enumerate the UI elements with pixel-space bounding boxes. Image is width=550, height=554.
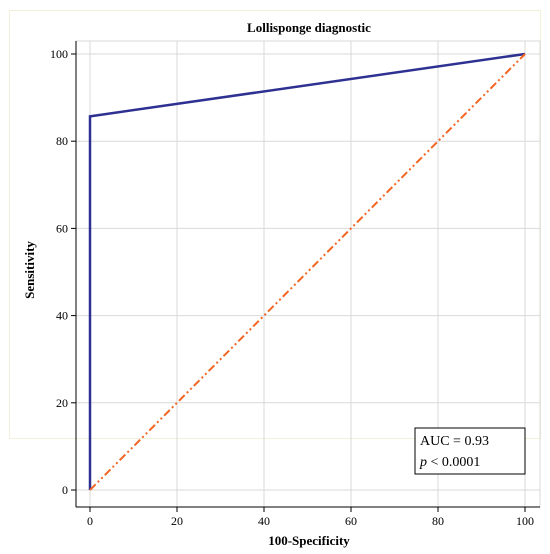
series-line-2: [89, 53, 526, 491]
x-axis-ticks: 0 20 40 60 80 100: [87, 507, 534, 528]
y-tick-label: 60: [56, 221, 68, 235]
x-tick-label: 20: [171, 514, 183, 528]
y-tick-label: 40: [56, 309, 68, 323]
y-tick-label: 80: [56, 134, 68, 148]
auc-annotation-box: [414, 427, 526, 475]
y-tick-label: 20: [56, 396, 68, 410]
x-tick-label: 100: [516, 514, 534, 528]
auc-annotation: AUC = 0.93 p < 0.0001: [414, 427, 526, 475]
x-tick-label: 0: [87, 514, 93, 528]
auc-value-text: AUC = 0.93: [420, 434, 489, 449]
p-symbol: p: [419, 455, 427, 470]
series-line-1: [88, 52, 526, 490]
p-value: < 0.0001: [427, 455, 480, 470]
x-tick-label: 40: [258, 514, 270, 528]
chart-title: Lollisponge diagnostic: [247, 20, 371, 35]
x-tick-label: 80: [432, 514, 444, 528]
y-tick-label: 0: [62, 483, 68, 497]
y-axis-title: Sensitivity: [22, 241, 37, 299]
x-axis-title: 100-Specificity: [268, 533, 350, 548]
p-value-text: p < 0.0001: [419, 455, 480, 470]
y-tick-label: 100: [50, 47, 68, 61]
series-group: [88, 52, 526, 491]
x-tick-label: 60: [345, 514, 357, 528]
y-axis-ticks: 0 20 40 60 80 100: [50, 47, 76, 497]
